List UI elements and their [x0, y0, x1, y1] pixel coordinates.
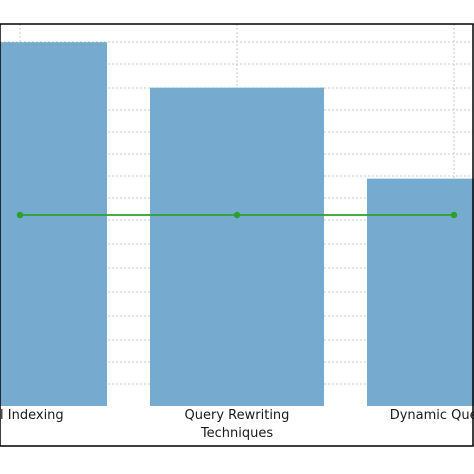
bar-series	[0, 42, 474, 407]
x-tick-labels: evel Indexing Query Rewriting Dynamic Quer…	[0, 408, 474, 423]
x-tick-label-0: evel Indexing	[0, 408, 64, 423]
line-series	[16, 211, 458, 219]
line-point-2	[450, 211, 458, 219]
x-axis-label: Techniques	[200, 426, 273, 441]
line-point-0	[16, 211, 24, 219]
line-point-1	[233, 211, 241, 219]
x-tick-label-2: Dynamic Query Exe	[390, 408, 474, 423]
bar-1	[150, 87, 324, 407]
bar-2	[367, 178, 474, 406]
plot-frame	[0, 23, 474, 447]
x-tick-label-1: Query Rewriting	[185, 408, 290, 423]
bar-0	[0, 42, 107, 406]
